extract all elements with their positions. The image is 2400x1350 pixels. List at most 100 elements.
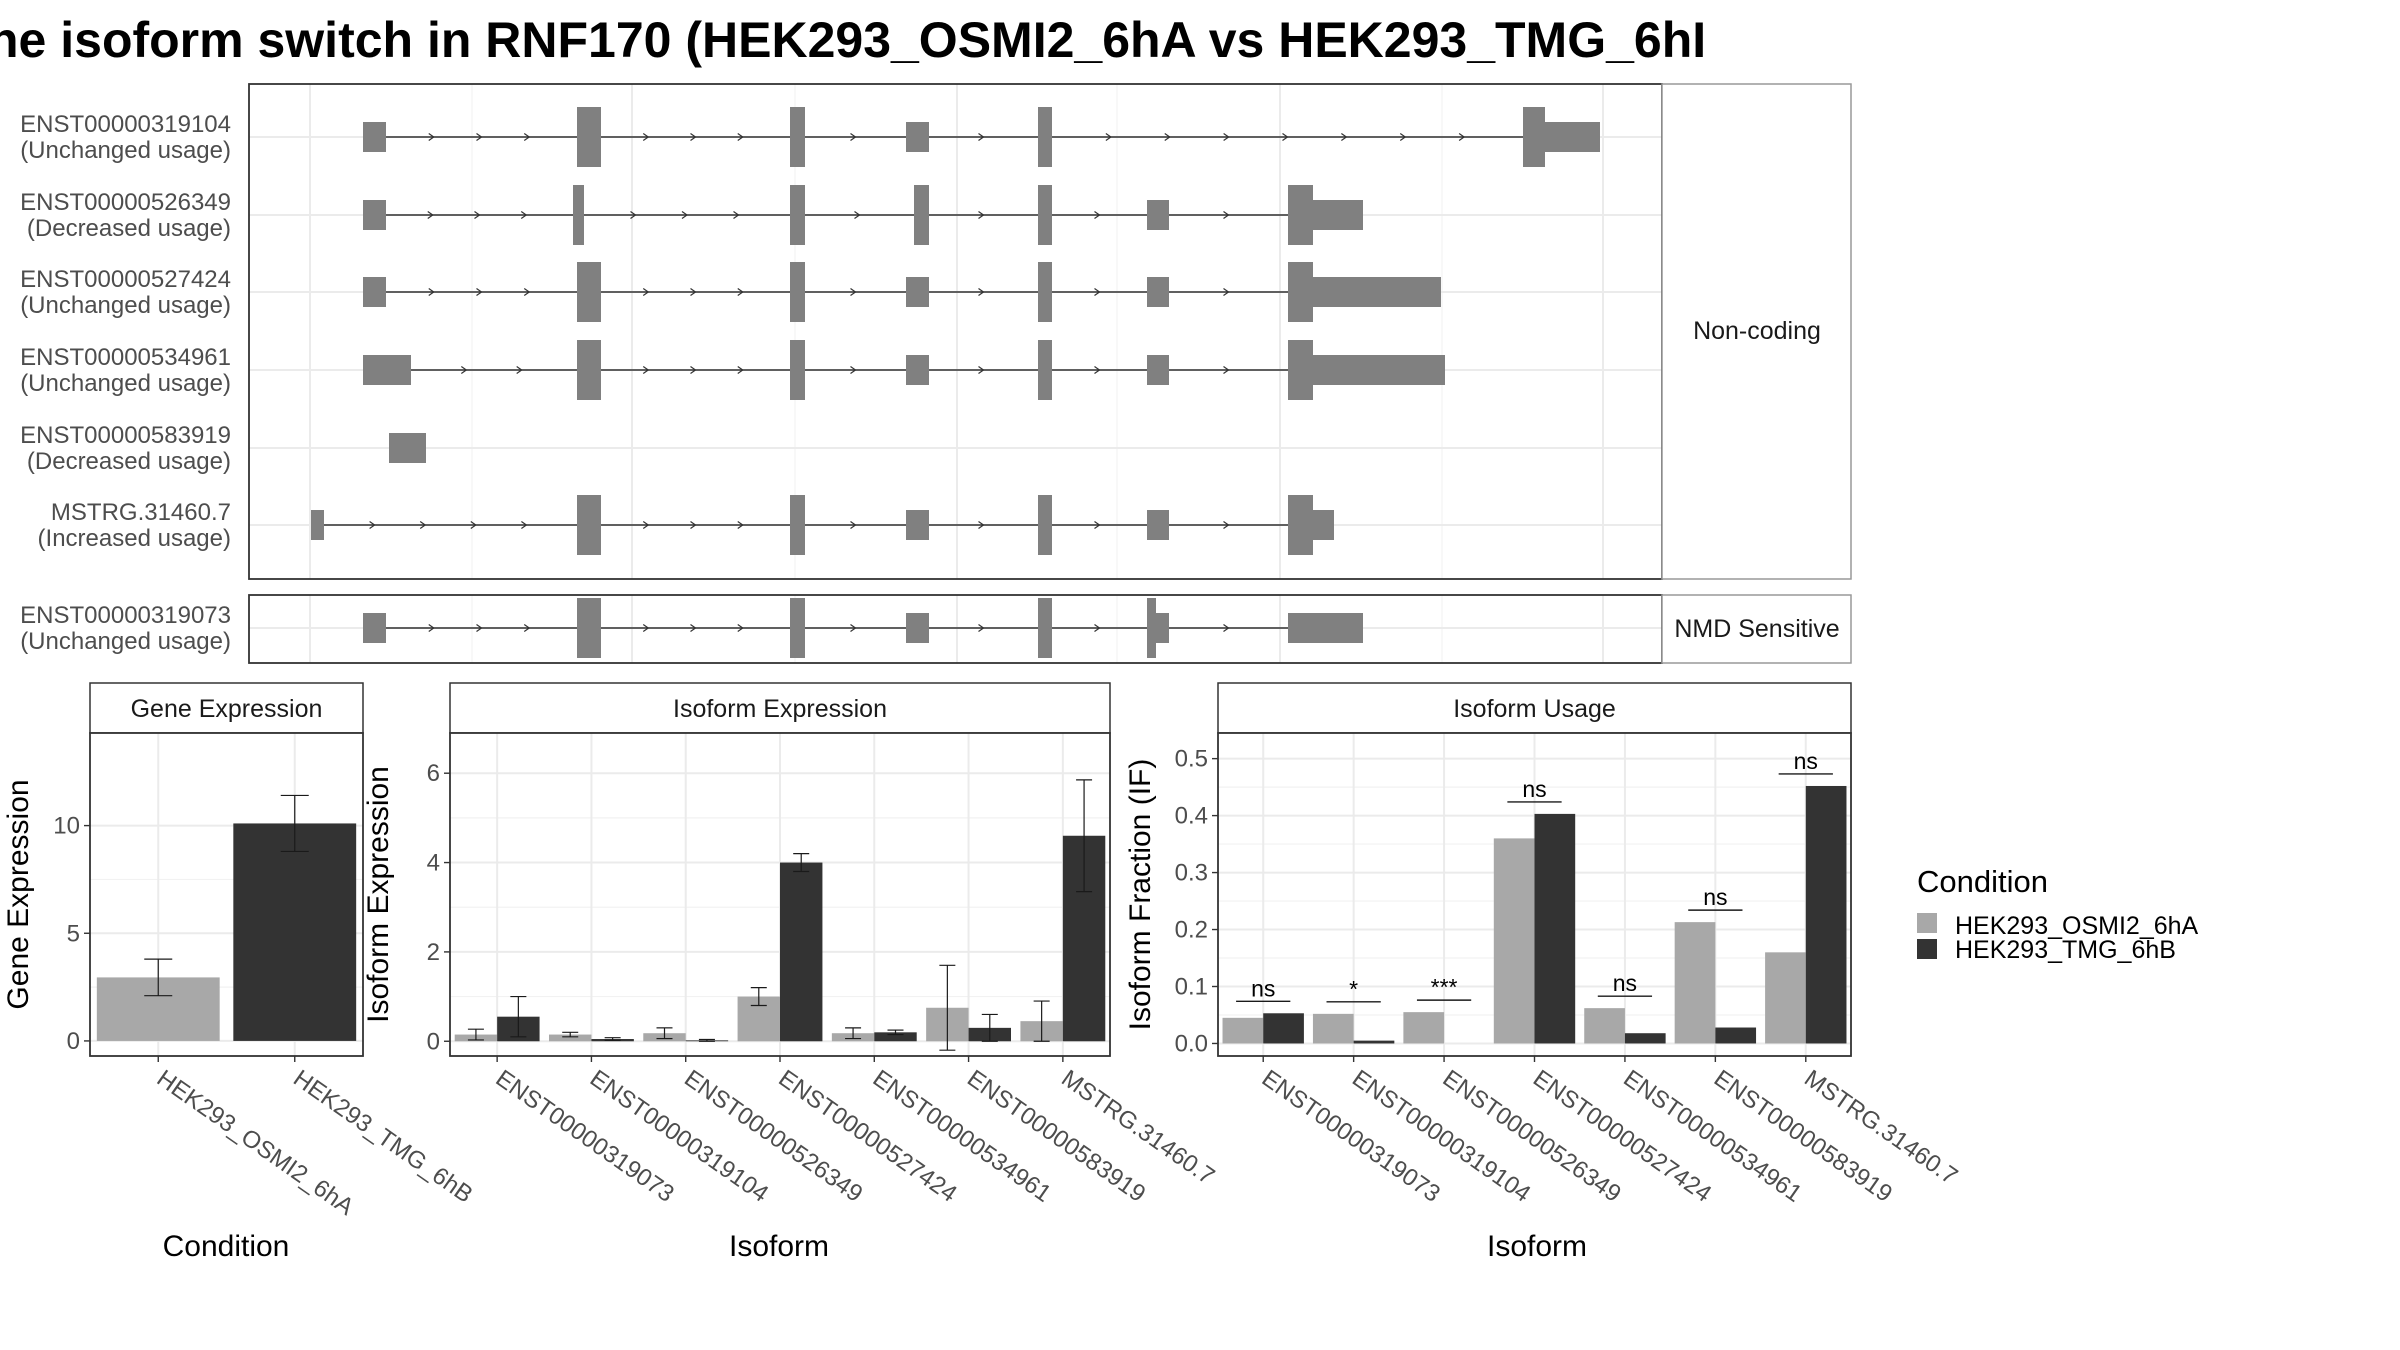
exon: [1313, 355, 1445, 385]
exon: [363, 200, 386, 230]
exon: [1523, 107, 1545, 167]
exon: [577, 598, 601, 658]
x-axis-title: Condition: [163, 1230, 290, 1263]
bar: [1765, 952, 1806, 1044]
direction-arrow: [428, 288, 435, 296]
direction-arrow: [1105, 133, 1112, 141]
transcript-id-label: ENST00000526349: [20, 189, 231, 216]
exon: [1147, 355, 1169, 385]
legend-swatch-tmg: [1917, 939, 1937, 959]
transcript-id-label: ENST00000319104: [20, 111, 231, 138]
transcript-labels: ENST00000319104(Unchanged usage)ENST0000…: [20, 111, 231, 655]
transcript-usage-label: (Unchanged usage): [20, 370, 231, 397]
bar: [1624, 1033, 1666, 1044]
exon: [1288, 495, 1313, 555]
direction-arrow: [1164, 133, 1171, 141]
direction-arrow: [369, 521, 376, 529]
direction-arrow: [737, 521, 744, 529]
bar: [549, 1034, 592, 1042]
noncoding-strip: [1661, 83, 1852, 580]
bar: [1263, 1013, 1304, 1044]
direction-arrow: [690, 624, 697, 632]
plot-border: [89, 732, 364, 1057]
direction-arrow: [1458, 133, 1466, 141]
significance-label: ns: [1703, 884, 1727, 910]
direction-arrow: [1341, 133, 1348, 141]
exon: [906, 613, 929, 643]
direction-arrow: [428, 624, 435, 632]
exon: [790, 107, 805, 167]
direction-arrow: [476, 288, 483, 296]
direction-arrow: [523, 133, 531, 141]
strip-title: Isoform Usage: [1453, 695, 1616, 723]
significance-label: ns: [1613, 970, 1637, 996]
exon: [790, 598, 805, 658]
bar: [1403, 1012, 1445, 1044]
direction-arrow: [737, 624, 744, 632]
direction-arrow: [690, 521, 697, 529]
exon: [573, 185, 584, 245]
exon: [1288, 185, 1313, 245]
legend-label-tmg: HEK293_TMG_6hB: [1955, 936, 2176, 964]
exon: [906, 277, 929, 307]
exon: [577, 340, 601, 400]
direction-arrow: [1223, 521, 1230, 529]
transcript-id-label: ENST00000583919: [20, 422, 231, 449]
significance-label: ns: [1794, 748, 1818, 774]
legend-swatch-osmi2: [1917, 913, 1937, 933]
exon: [1038, 185, 1052, 245]
exon: [363, 613, 386, 643]
exon: [1038, 598, 1052, 658]
direction-arrow: [850, 624, 857, 632]
direction-arrow: [850, 521, 857, 529]
direction-arrow: [737, 288, 744, 296]
exon: [363, 122, 386, 152]
direction-arrow: [630, 211, 637, 219]
strip-box: [1217, 682, 1852, 734]
exon: [1038, 340, 1052, 400]
direction-arrow: [1282, 133, 1289, 141]
direction-arrow: [978, 133, 985, 141]
direction-arrow: [1094, 366, 1101, 374]
transcript-usage-label: (Unchanged usage): [20, 628, 231, 655]
transcript-id-label: ENST00000527424: [20, 266, 231, 293]
transcript-usage-label: (Increased usage): [38, 525, 231, 552]
bar-panel-0: Gene Expression0510HEK293_OSMI2_6hAHEK29…: [2, 682, 478, 1263]
bar: [1715, 1027, 1757, 1044]
exon: [1147, 510, 1169, 540]
noncoding-strip-label: Non-coding: [1693, 317, 1821, 345]
direction-arrow: [690, 288, 697, 296]
exon: [1313, 277, 1441, 307]
transcript-tracks: [248, 83, 1663, 664]
exon: [1038, 262, 1052, 322]
y-tick-label: 0: [67, 1028, 80, 1055]
transcript-usage-label: (Decreased usage): [27, 215, 231, 242]
y-tick-label: 4: [427, 850, 440, 877]
x-tick-label: MSTRG.31460.7: [1799, 1065, 1962, 1190]
direction-arrow: [978, 211, 985, 219]
direction-arrow: [1094, 211, 1101, 219]
exon: [1038, 107, 1052, 167]
exon: [906, 510, 929, 540]
direction-arrow: [1223, 288, 1230, 296]
direction-arrow: [854, 211, 861, 219]
exon: [577, 495, 601, 555]
exon: [1147, 598, 1156, 658]
direction-arrow: [642, 288, 650, 296]
y-axis-title: Gene Expression: [2, 779, 35, 1009]
bar: [780, 862, 823, 1042]
direction-arrow: [978, 521, 985, 529]
exon: [1288, 262, 1313, 322]
track-panel-bg: [249, 84, 1662, 579]
direction-arrow: [476, 624, 483, 632]
y-tick-label: 0.2: [1175, 917, 1208, 944]
exon: [577, 262, 601, 322]
x-tick-label: MSTRG.31460.7: [1056, 1065, 1219, 1190]
strip-title: Gene Expression: [131, 695, 323, 723]
direction-arrow: [516, 366, 523, 374]
strip-title: Isoform Expression: [673, 695, 887, 723]
figure-title: ne isoform switch in RNF170 (HEK293_OSMI…: [0, 12, 1706, 68]
transcript-usage-label: (Unchanged usage): [20, 137, 231, 164]
